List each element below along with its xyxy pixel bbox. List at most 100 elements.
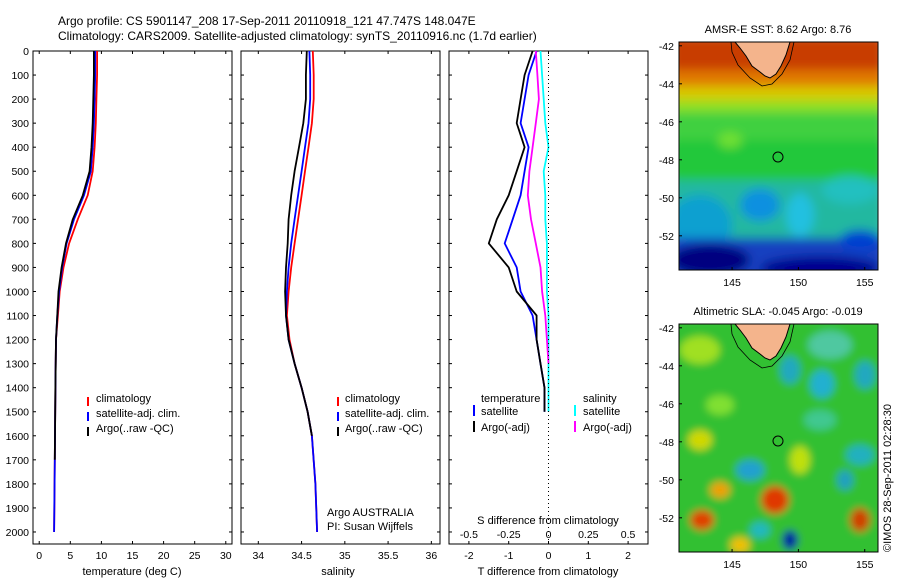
x-tick-label: 30 xyxy=(220,550,232,562)
depth-tick-label: 1800 xyxy=(6,479,30,491)
sla-map-title: Altimetric SLA: -0.045 Argo: -0.019 xyxy=(693,306,862,318)
x-tick-label: 36 xyxy=(426,550,438,562)
salinity-plot-frame xyxy=(240,50,441,545)
map-y-tick-label: -50 xyxy=(659,193,674,205)
temperature-profile-plot: 0 5 10 15 20 25 30 xyxy=(36,51,232,562)
x-tick-label: 5 xyxy=(67,550,73,562)
depth-tick-label: 300 xyxy=(11,118,29,130)
map-y-tick-label: -48 xyxy=(659,437,674,449)
depth-tick-label: 0 xyxy=(23,46,29,58)
depth-tick-label: 1400 xyxy=(6,383,30,395)
salinity-profile-plot: 34 34.5 35 35.5 36 xyxy=(252,50,438,562)
map-y-tick-label: -46 xyxy=(659,117,674,129)
x-tick-label: 25 xyxy=(189,550,201,562)
legend-satellite: satellite-adj. clim. xyxy=(345,408,429,420)
temperature-plot-frame xyxy=(32,50,233,545)
depth-tick-label: 2000 xyxy=(6,527,30,539)
depth-tick-label: 1500 xyxy=(6,407,30,419)
x-tick-label: 1 xyxy=(585,550,591,562)
difference-legend: temperature salinity satellite Argo(-adj… xyxy=(473,393,632,434)
x-tick-label: 35.5 xyxy=(378,550,399,562)
legend-sal-satellite: satellite xyxy=(583,406,620,418)
s-tick-label: 0 xyxy=(546,529,552,541)
map-x-tick-label: 145 xyxy=(723,277,741,289)
x-tick-label: 35 xyxy=(339,550,351,562)
depth-tick-label: 1900 xyxy=(6,503,30,515)
map-y-tick-label: -44 xyxy=(659,361,674,373)
depth-tick-label: 600 xyxy=(11,190,29,202)
legend-climatology: climatology xyxy=(345,393,401,405)
depth-tick-label: 500 xyxy=(11,166,29,178)
s-tick-label: -0.25 xyxy=(497,529,521,541)
map-y-tick-label: -42 xyxy=(659,323,674,335)
depth-tick-label: 800 xyxy=(11,238,29,250)
difference-xlabel-top: S difference from climatology xyxy=(477,515,619,527)
x-tick-label: 10 xyxy=(96,550,108,562)
argo-pi-label: PI: Susan Wijffels xyxy=(327,521,413,533)
sla-map xyxy=(679,324,878,552)
x-tick-label: -1 xyxy=(504,550,513,562)
temperature-xlabel: temperature (deg C) xyxy=(82,566,181,578)
s-tick-label: 0.5 xyxy=(621,529,636,541)
salinity-xlabel: salinity xyxy=(321,566,355,578)
x-tick-label: 15 xyxy=(127,550,139,562)
series-line-1 xyxy=(487,50,546,412)
map-y-tick-label: -46 xyxy=(659,399,674,411)
legend-temp-satellite: satellite xyxy=(481,406,518,418)
series-line-2 xyxy=(284,50,313,436)
depth-tick-label: 200 xyxy=(11,94,29,106)
map-x-tick-label: 155 xyxy=(856,559,874,571)
map-x-tick-label: 150 xyxy=(790,559,808,571)
x-tick-label: 2 xyxy=(625,550,631,562)
temperature-legend: climatology satellite-adj. clim. Argo(..… xyxy=(87,393,180,436)
argo-location-marker xyxy=(772,151,784,163)
x-tick-label: 0 xyxy=(36,550,42,562)
legend-title-temperature: temperature xyxy=(481,393,540,405)
imos-timestamp: ©IMOS 28-Sep-2011 02:28:30 xyxy=(882,404,894,552)
map-x-tick-label: 145 xyxy=(723,559,741,571)
difference-xlabel: T difference from climatology xyxy=(478,566,619,578)
difference-profile-plot: -2 -1 0 1 2 -0.5 -0.25 0 0.25 0.5 xyxy=(460,50,636,562)
map-y-tick-label: -52 xyxy=(659,513,674,525)
tasmania-land xyxy=(734,324,791,361)
depth-tick-label: 1600 xyxy=(6,431,30,443)
x-tick-label: -2 xyxy=(464,550,473,562)
header-line-1: Argo profile: CS 5901147_208 17-Sep-2011… xyxy=(58,14,476,28)
legend-title-salinity: salinity xyxy=(583,393,617,405)
x-tick-label: 34.5 xyxy=(291,550,312,562)
map-y-tick-label: -50 xyxy=(659,475,674,487)
legend-temp-argo: Argo(-adj) xyxy=(481,422,530,434)
shelf-contour xyxy=(730,42,795,87)
depth-tick-label: 1700 xyxy=(6,455,30,467)
s-tick-label: 0.25 xyxy=(578,529,599,541)
map-y-tick-label: -48 xyxy=(659,155,674,167)
depth-tick-label: 400 xyxy=(11,142,29,154)
sst-map xyxy=(679,42,878,270)
argo-location-marker xyxy=(772,435,784,447)
depth-tick-label: 100 xyxy=(11,70,29,82)
header-line-2: Climatology: CARS2009. Satellite-adjuste… xyxy=(58,29,537,43)
series-line-0 xyxy=(285,50,318,533)
depth-tick-label: 700 xyxy=(11,214,29,226)
salinity-legend: climatology satellite-adj. clim. Argo(..… xyxy=(337,393,429,436)
argo-program-label: Argo AUSTRALIA xyxy=(327,507,414,519)
tasmania-land xyxy=(734,42,791,79)
sst-map-title: AMSR-E SST: 8.62 Argo: 8.76 xyxy=(705,24,852,36)
depth-tick-label: 1000 xyxy=(6,286,30,298)
difference-plot-frame xyxy=(448,50,649,545)
depth-axis: 0 100 200 300 400 500 600 700 800 900 1000 1100 1200… xyxy=(6,46,648,539)
depth-tick-label: 900 xyxy=(11,262,29,274)
legend-argo: Argo(..raw -QC) xyxy=(96,423,174,435)
s-tick-label: -0.5 xyxy=(460,529,478,541)
shelf-contour xyxy=(730,324,795,369)
map-y-tick-label: -44 xyxy=(659,79,674,91)
x-tick-label: 0 xyxy=(546,550,552,562)
map-x-tick-label: 155 xyxy=(856,277,874,289)
map-x-tick-label: 150 xyxy=(790,277,808,289)
series-line-2 xyxy=(53,51,95,460)
legend-argo: Argo(..raw -QC) xyxy=(345,423,423,435)
legend-climatology: climatology xyxy=(96,393,152,405)
x-tick-label: 34 xyxy=(252,550,264,562)
depth-tick-label: 1300 xyxy=(6,359,30,371)
